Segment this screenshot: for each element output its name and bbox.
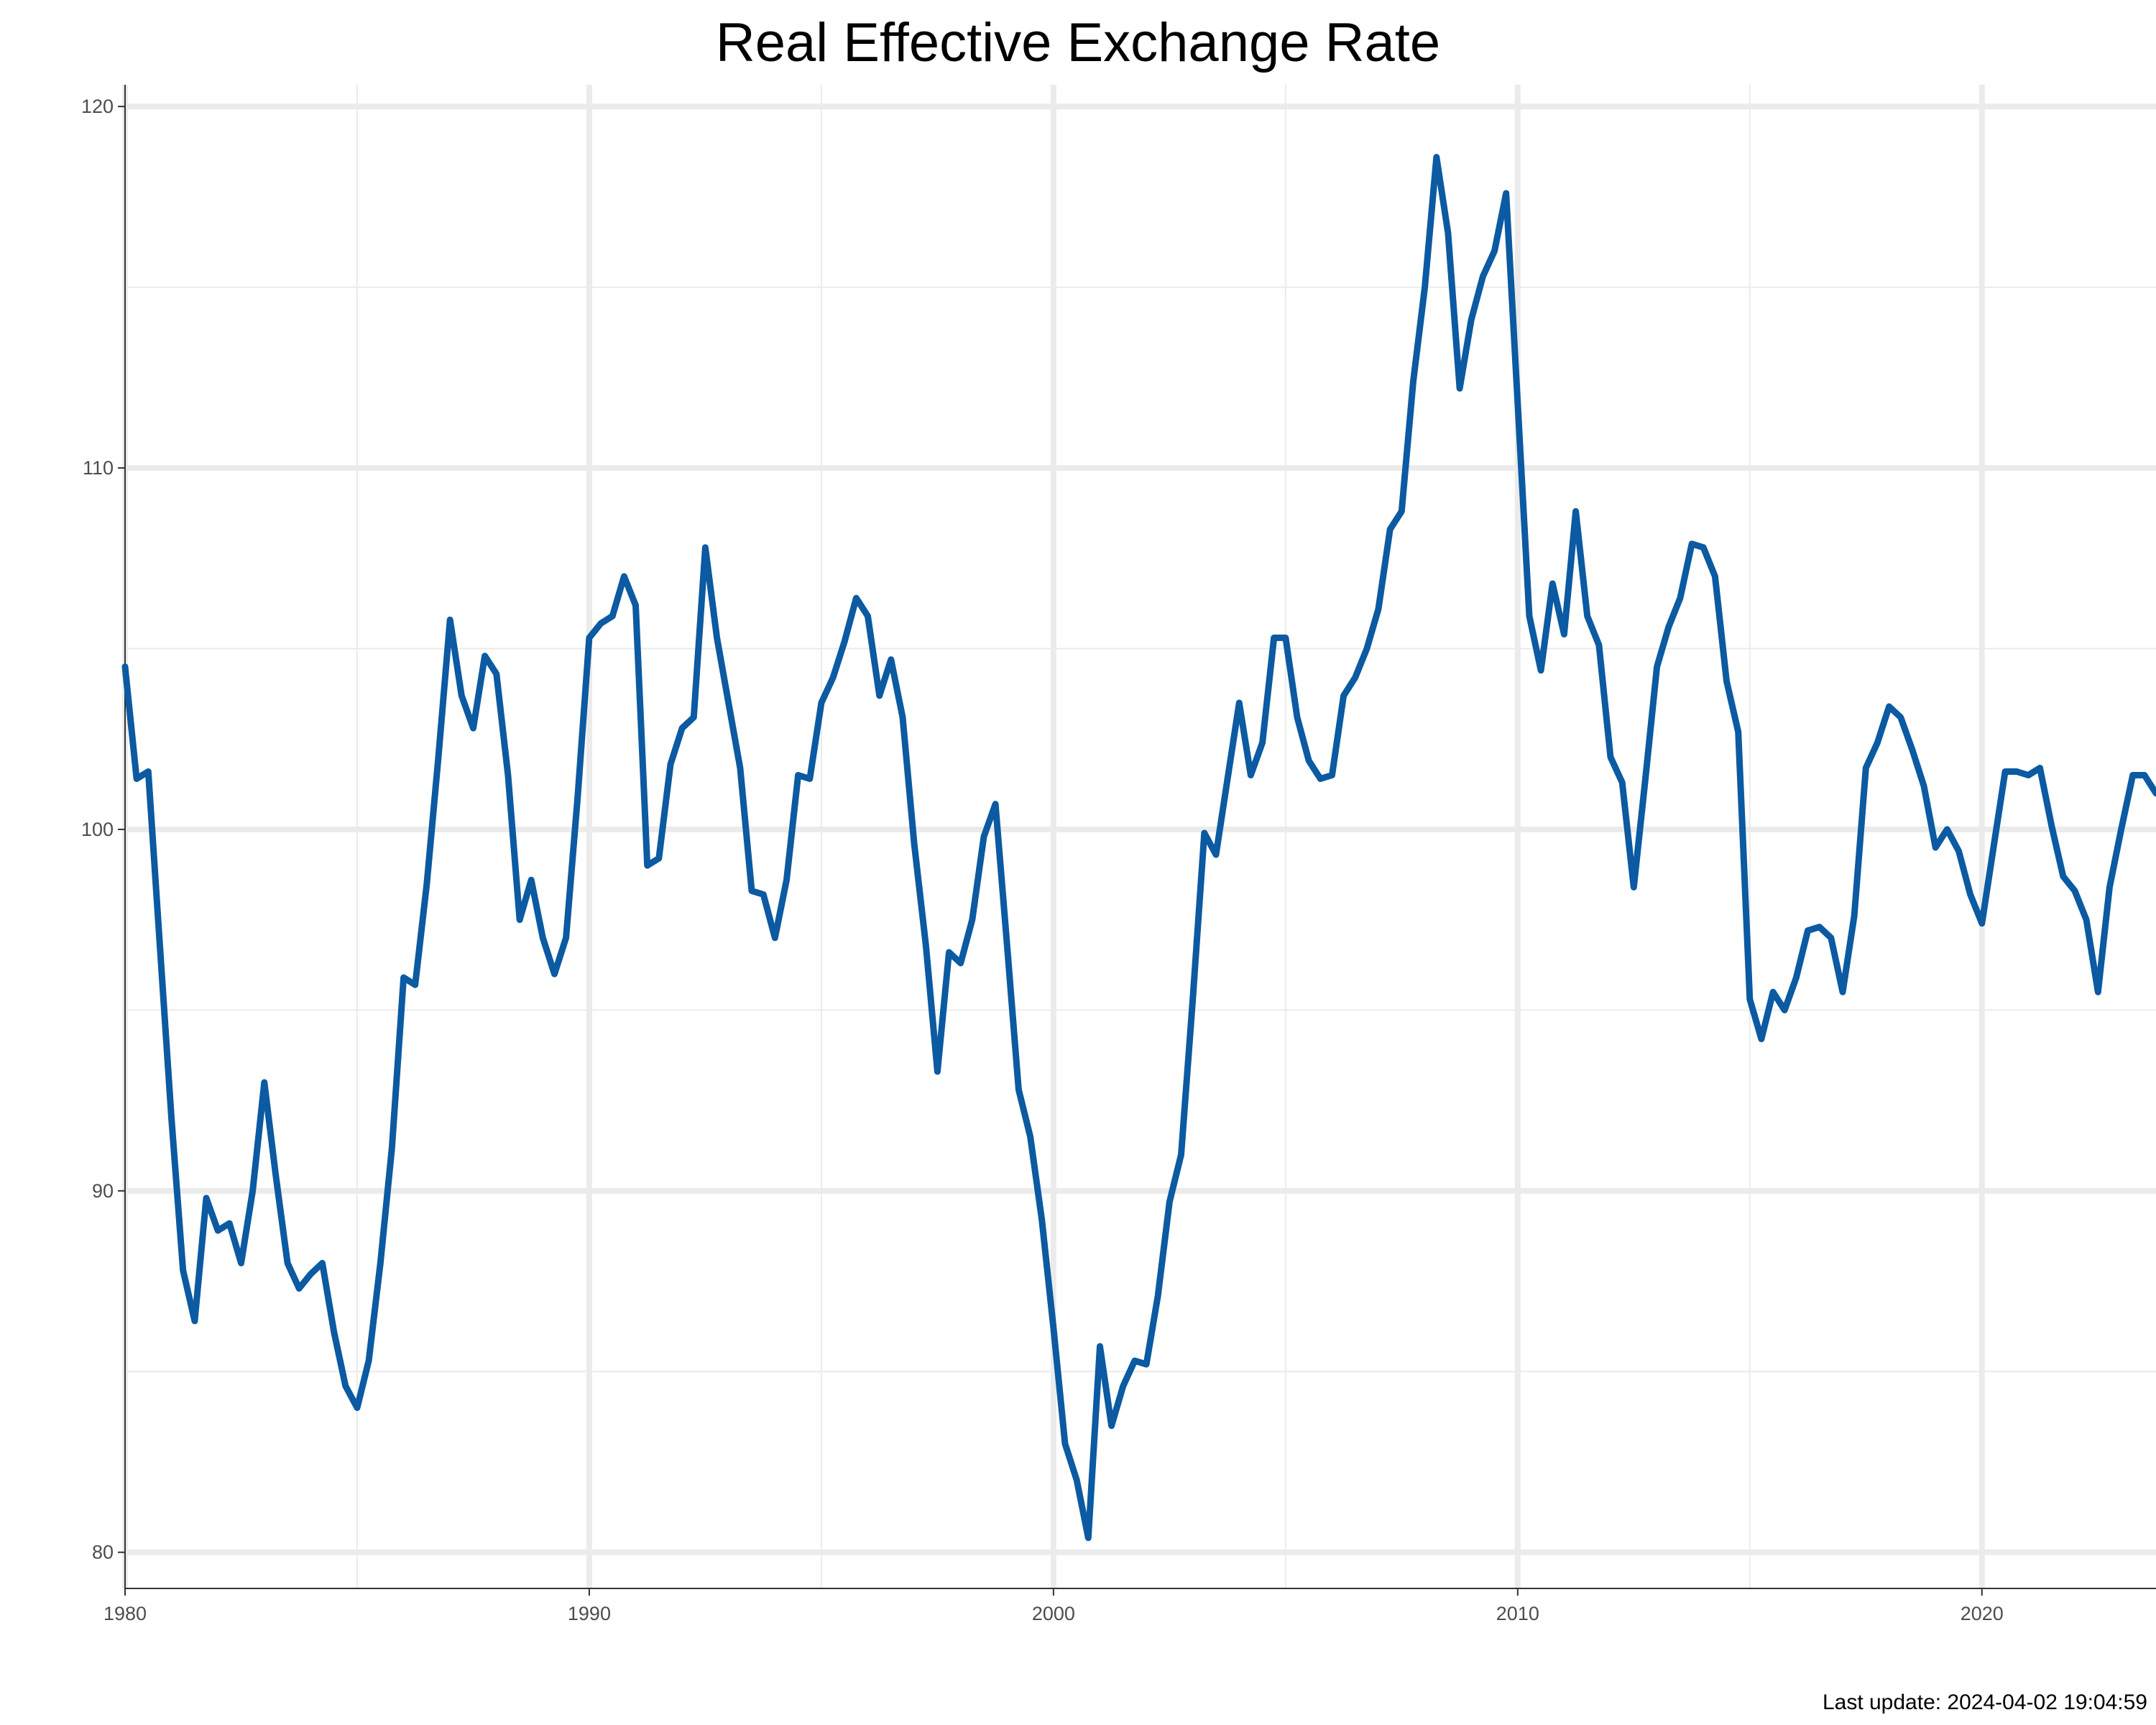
chart-title: Real Effective Exchange Rate: [715, 12, 1441, 73]
y-tick-label: 100: [81, 819, 114, 840]
y-tick-label: 80: [92, 1542, 114, 1563]
x-tick-label: 2000: [1032, 1603, 1075, 1624]
last-update-note: Last update: 2024-04-02 19:04:59: [1822, 1690, 2147, 1714]
minor-gridlines: [125, 85, 2156, 1588]
y-axis-ticks: 80 90 100 110 120: [81, 96, 125, 1563]
x-tick-label: 2010: [1496, 1603, 1539, 1624]
y-tick-label: 110: [83, 457, 114, 479]
x-tick-label: 1990: [568, 1603, 611, 1624]
y-tick-label: 90: [92, 1180, 114, 1202]
x-axis-ticks: 1980 1990 2000 2010 2020: [103, 1588, 2004, 1624]
x-tick-label: 2020: [1961, 1603, 2004, 1624]
x-tick-label: 1980: [103, 1603, 147, 1624]
y-tick-label: 120: [81, 96, 114, 117]
series-line: [121, 154, 2156, 1542]
axes: [124, 85, 2156, 1589]
